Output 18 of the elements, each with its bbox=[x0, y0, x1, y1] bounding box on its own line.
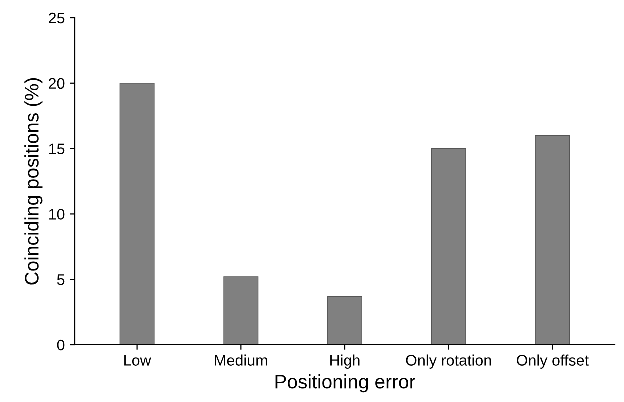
bar bbox=[431, 148, 466, 345]
y-tick-label: 25 bbox=[49, 12, 65, 24]
bar bbox=[120, 83, 155, 345]
y-tick-label: 5 bbox=[57, 274, 65, 286]
bar bbox=[535, 135, 570, 345]
x-axis-title: Positioning error bbox=[276, 374, 416, 393]
y-tick-label: 10 bbox=[49, 209, 65, 220]
y-axis-title: Coinciding positions (%) bbox=[24, 78, 43, 285]
x-tick-label: Medium bbox=[215, 354, 268, 366]
y-tick-label: 20 bbox=[49, 78, 65, 90]
y-tick-label: 15 bbox=[49, 144, 65, 154]
y-tick-label: 0 bbox=[57, 340, 65, 351]
x-tick-label: Low bbox=[124, 355, 152, 366]
x-tick-label: Only offset bbox=[517, 354, 589, 369]
bar bbox=[328, 296, 362, 345]
bar bbox=[224, 276, 259, 345]
x-tick-label: High bbox=[330, 354, 360, 369]
x-tick-label: Only rotation bbox=[406, 354, 492, 369]
